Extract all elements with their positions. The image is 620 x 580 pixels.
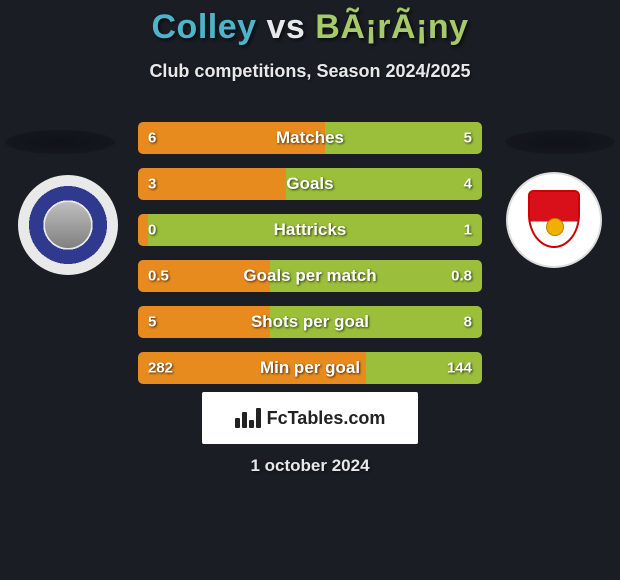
stat-right-value: 5 (464, 130, 472, 147)
fctables-text: FcTables.com (267, 408, 386, 429)
comparison-title: Colley vs BÃ¡rÃ¡ny (0, 0, 620, 47)
stat-row: 0.50.8Goals per match (138, 260, 482, 292)
stat-bars: 65Matches34Goals01Hattricks0.50.8Goals p… (138, 122, 482, 398)
stat-row: 282144Min per goal (138, 352, 482, 384)
stat-bar-right (286, 168, 482, 200)
stat-right-value: 1 (464, 222, 472, 239)
stat-bar-right (325, 122, 482, 154)
stat-right-value: 144 (447, 360, 472, 377)
crest-left-portrait (45, 202, 91, 248)
stat-right-value: 8 (464, 314, 472, 331)
stat-left-value: 0 (148, 222, 156, 239)
stat-bar-left (138, 306, 270, 338)
subtitle: Club competitions, Season 2024/2025 (0, 61, 620, 82)
date-label: 1 october 2024 (0, 456, 620, 476)
stat-bar-left (138, 122, 325, 154)
stat-left-value: 0.5 (148, 268, 169, 285)
stat-right-value: 0.8 (451, 268, 472, 285)
player1-name: Colley (152, 8, 257, 46)
stat-bar-left (138, 214, 148, 246)
crest-right-shield (528, 190, 580, 248)
stat-right-value: 4 (464, 176, 472, 193)
player2-name: BÃ¡rÃ¡ny (315, 8, 468, 46)
stat-bar-left (138, 168, 286, 200)
stat-bar-right (148, 214, 482, 246)
stat-row: 65Matches (138, 122, 482, 154)
stat-row: 01Hattricks (138, 214, 482, 246)
player2-shadow (505, 130, 615, 154)
club-crest-right (506, 172, 602, 268)
fctables-icon (235, 408, 261, 428)
stat-left-value: 5 (148, 314, 156, 331)
stat-left-value: 3 (148, 176, 156, 193)
stat-left-value: 282 (148, 360, 173, 377)
stat-row: 58Shots per goal (138, 306, 482, 338)
fctables-watermark: FcTables.com (202, 392, 418, 444)
vs-text: vs (267, 8, 306, 46)
stat-row: 34Goals (138, 168, 482, 200)
club-crest-left (18, 175, 118, 275)
player1-shadow (5, 130, 115, 154)
stat-left-value: 6 (148, 130, 156, 147)
stat-bar-right (270, 306, 482, 338)
